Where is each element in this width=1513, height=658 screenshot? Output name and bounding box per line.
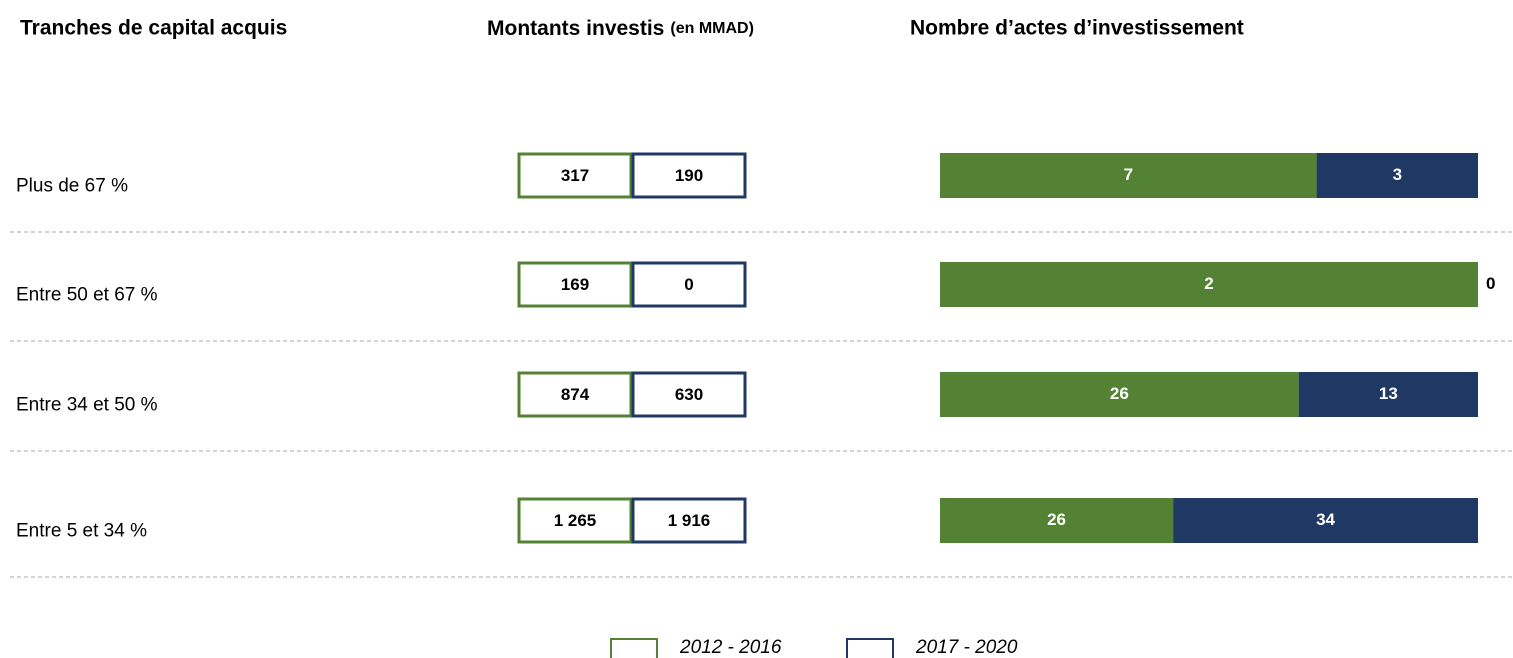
count-bar bbox=[940, 498, 1174, 543]
count-label: 3 bbox=[1393, 165, 1402, 184]
category-label: Entre 5 et 34 % bbox=[16, 521, 147, 542]
count-label: 0 bbox=[1486, 274, 1495, 293]
count-label: 7 bbox=[1124, 165, 1133, 184]
amount-label: 190 bbox=[675, 166, 703, 185]
amounts-unit: (en MMAD) bbox=[670, 20, 754, 37]
amount-label: 169 bbox=[561, 275, 589, 294]
count-bar bbox=[1316, 153, 1478, 198]
amount-label: 874 bbox=[561, 385, 590, 404]
count-label: 34 bbox=[1316, 510, 1335, 529]
amount-label: 630 bbox=[675, 385, 703, 404]
legend-label: 2012 - 2016 bbox=[679, 637, 782, 658]
legend-swatch bbox=[610, 638, 658, 658]
count-label: 26 bbox=[1110, 384, 1129, 403]
amounts-title: Montants investis (en MMAD) bbox=[487, 17, 754, 40]
count-bar bbox=[940, 372, 1299, 417]
legend-swatch bbox=[846, 638, 894, 658]
amount-box bbox=[517, 371, 633, 418]
amount-label: 317 bbox=[561, 166, 589, 185]
amount-label: 0 bbox=[684, 275, 693, 294]
amount-box bbox=[517, 497, 633, 544]
legend-label: 2017 - 2020 bbox=[915, 637, 1018, 658]
count-label: 13 bbox=[1379, 384, 1398, 403]
counts-title: Nombre d’actes d’investissement bbox=[910, 17, 1244, 40]
amount-box bbox=[631, 261, 747, 308]
category-label: Entre 50 et 67 % bbox=[16, 285, 158, 306]
count-label: 2 bbox=[1204, 274, 1213, 293]
category-label: Plus de 67 % bbox=[16, 176, 128, 197]
amounts-title-main: Montants investis bbox=[487, 17, 664, 40]
amount-box bbox=[631, 497, 747, 544]
amount-box bbox=[631, 152, 747, 199]
count-bar bbox=[1298, 372, 1478, 417]
amount-label: 1 916 bbox=[668, 511, 711, 530]
category-header: Tranches de capital acquis bbox=[20, 17, 287, 40]
count-bar bbox=[1173, 498, 1478, 543]
count-label: 26 bbox=[1047, 510, 1066, 529]
category-label: Entre 34 et 50 % bbox=[16, 395, 158, 416]
amount-box bbox=[517, 152, 633, 199]
count-bar bbox=[940, 262, 1478, 307]
amount-box bbox=[631, 371, 747, 418]
amount-label: 1 265 bbox=[554, 511, 597, 530]
amount-box bbox=[517, 261, 633, 308]
count-bar bbox=[940, 153, 1317, 198]
